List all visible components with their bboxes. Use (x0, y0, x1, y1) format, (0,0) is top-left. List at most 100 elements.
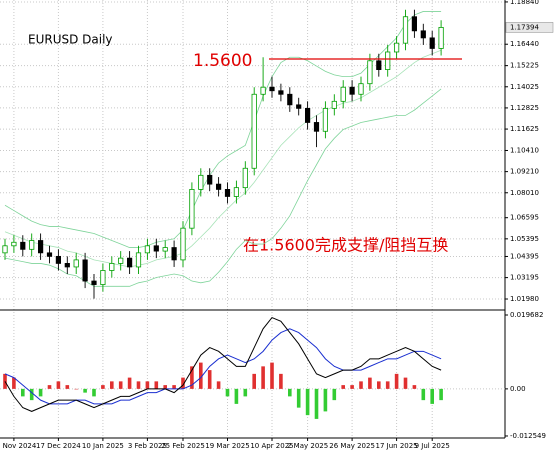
bollinger-band (4, 88, 442, 287)
candle-body (251, 93, 257, 169)
candle-body (109, 263, 115, 271)
support-label: 1.5600 (193, 51, 252, 71)
candle-body (367, 60, 373, 85)
histogram-bar (368, 377, 372, 389)
candle-body (402, 16, 409, 44)
candle-body (2, 245, 8, 254)
histogram-bar (439, 388, 443, 401)
y-tick-label: 1.15225 (510, 62, 539, 70)
histogram-bar (288, 388, 292, 397)
histogram-bar (261, 366, 265, 389)
candle-body (215, 183, 222, 190)
histogram-bar (74, 388, 78, 390)
histogram-bar (172, 385, 176, 389)
histogram-bar (199, 362, 203, 389)
histogram-bar (430, 388, 434, 404)
candle-body (135, 252, 142, 268)
y-tick-label: 1.04395 (510, 252, 539, 260)
histogram-bar (145, 381, 150, 389)
histogram-bar (359, 381, 363, 389)
bollinger-band (4, 49, 442, 268)
price-marker-box (505, 22, 554, 33)
x-tick-label: 9 Jul 2025 (415, 442, 450, 450)
y-tick-label: 1.05395 (510, 235, 539, 243)
candle-body (358, 83, 364, 95)
candle-body (46, 252, 53, 257)
histogram-bar (127, 377, 132, 389)
histogram-bar (394, 373, 399, 389)
candle-body (207, 174, 213, 185)
x-tick-label: 25 Nov 2024 (0, 442, 37, 450)
histogram-bar (332, 388, 337, 401)
histogram-bar (136, 381, 141, 389)
x-tick-label: 19 Mar 2025 (205, 442, 249, 450)
x-tick-label: 10 Jan 2025 (82, 442, 124, 450)
histogram-bar (154, 381, 159, 389)
histogram-bar (163, 385, 167, 389)
histogram-bar (270, 362, 274, 389)
histogram-bar (252, 373, 256, 389)
candle-body (153, 245, 159, 252)
candle-body (393, 42, 400, 53)
signal-line (4, 328, 442, 405)
histogram-bar (385, 381, 390, 389)
candle-body (376, 60, 382, 70)
macd-line (4, 316, 442, 412)
candle-body (171, 247, 177, 261)
histogram-bar (296, 388, 301, 408)
y-tick-label: 0.019682 (510, 311, 543, 319)
histogram-bar (110, 381, 114, 389)
y-tick-label: 1.10410 (510, 146, 539, 154)
x-tick-label: 2 May 2025 (287, 442, 328, 450)
histogram-bar (279, 373, 283, 389)
histogram-bar (190, 366, 194, 389)
candle-body (144, 245, 150, 254)
x-tick-label: 26 May 2025 (329, 442, 375, 450)
candle-body (162, 247, 168, 252)
histogram-bar (207, 370, 212, 389)
x-tick-label: 10 Apr 2025 (250, 442, 293, 450)
histogram-bar (21, 388, 25, 397)
candle-body (287, 93, 293, 106)
candle-body (438, 27, 444, 49)
x-tick-label: 17 Jun 2025 (376, 442, 418, 450)
candle-body (100, 270, 106, 285)
candle-body (349, 86, 355, 95)
y-tick-label: 1.14025 (510, 83, 539, 91)
candle-body (420, 30, 426, 39)
candle-body (127, 257, 133, 268)
candle-body (118, 257, 124, 264)
candle-body (29, 240, 35, 250)
candle-body (331, 100, 337, 109)
candle-body (189, 189, 195, 229)
histogram-bar (12, 377, 16, 389)
histogram-bar (92, 388, 96, 397)
histogram-bar (38, 388, 43, 397)
histogram-bar (181, 377, 185, 389)
histogram-bar (216, 381, 221, 389)
candle-body (322, 107, 329, 132)
histogram-bar (350, 385, 354, 389)
y-tick-label: 1.09210 (510, 168, 539, 176)
candle-body (91, 280, 97, 285)
candle-body (82, 259, 88, 282)
candle-body (313, 122, 320, 132)
candle-body (278, 90, 284, 95)
histogram-bar (225, 388, 230, 397)
histogram-bar (118, 381, 123, 389)
candle-body (73, 259, 79, 268)
candle-body (64, 263, 70, 268)
candle-body (180, 227, 186, 261)
price-marker-label: 1.17394 (510, 23, 539, 31)
candle-body (242, 167, 248, 189)
histogram-bar (412, 385, 417, 389)
histogram-bar (47, 385, 52, 389)
histogram-bar (403, 377, 408, 389)
histogram-bar (56, 381, 61, 389)
y-tick-label: 1.08010 (510, 189, 539, 197)
candle-body (385, 51, 391, 70)
chart-title: EURUSD Daily (28, 33, 113, 47)
histogram-bar (65, 385, 70, 389)
candle-body (224, 189, 231, 197)
